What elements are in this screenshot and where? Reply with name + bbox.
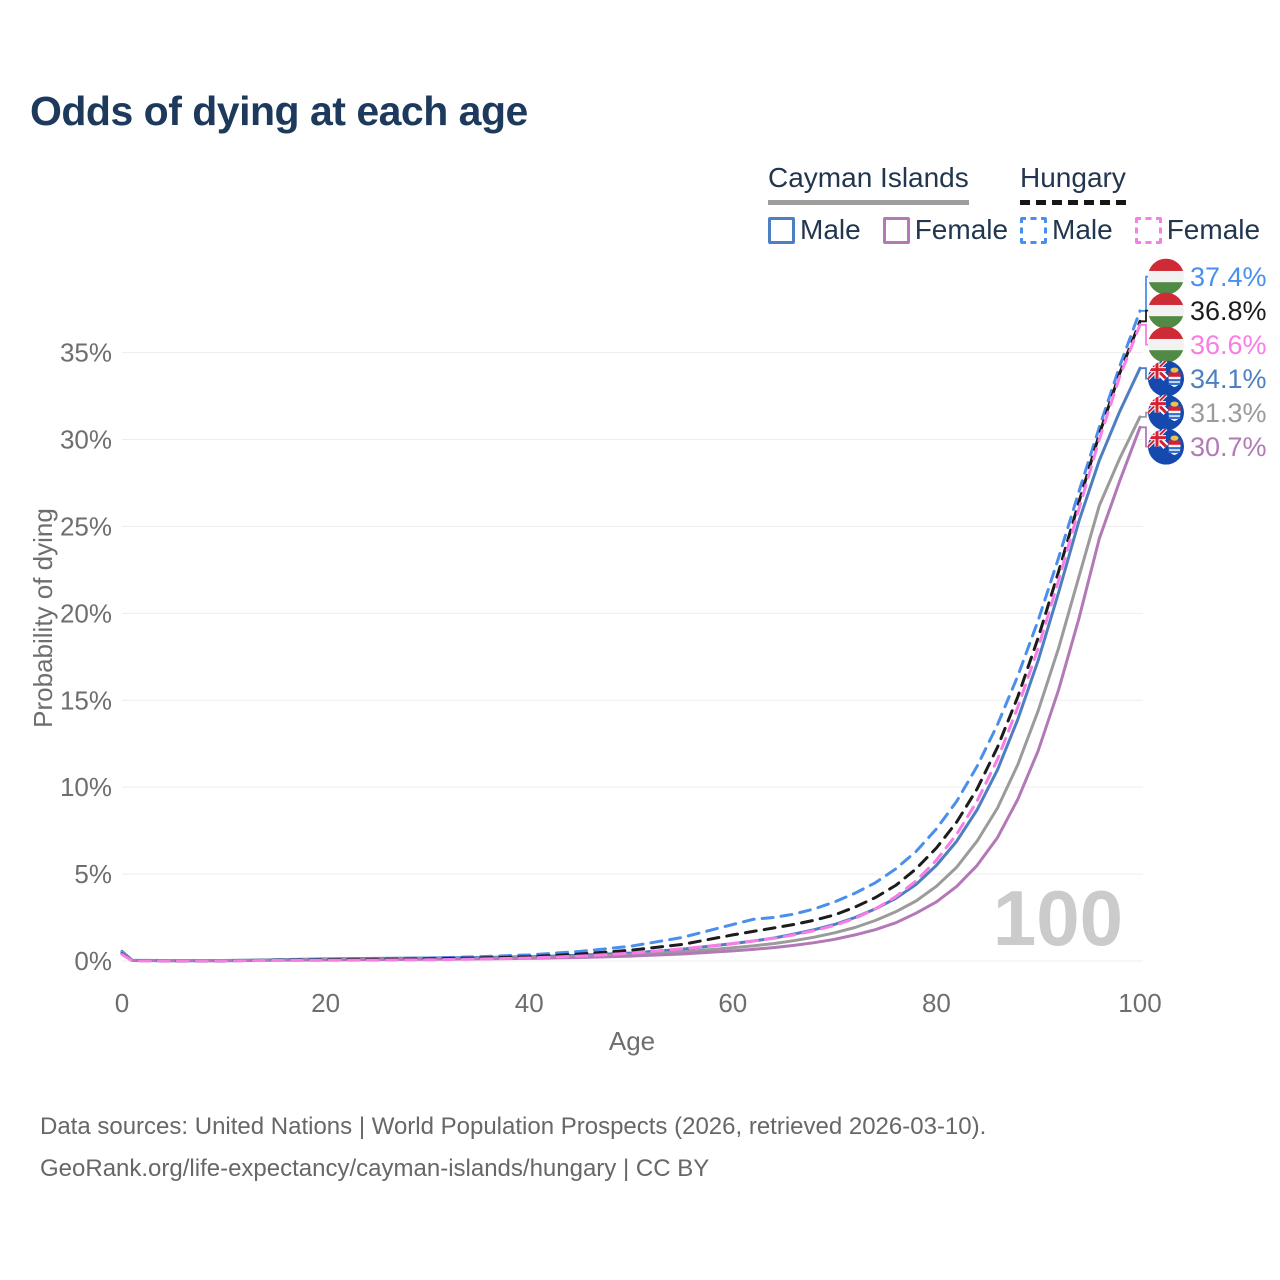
series-line-cayman-islands-female[interactable] [120,425,1142,963]
legend-group-cayman-islands: Cayman Islands Male Female [768,162,1008,246]
x-tick-40: 40 [515,988,544,1018]
y-tick-10: 10% [60,772,112,802]
label-connector [1140,426,1149,448]
page-title: Odds of dying at each age [30,88,528,134]
legend-item-label: Female [1166,214,1261,245]
line-swatch-hungary-female-icon [1134,216,1162,244]
y-tick-15: 15% [60,685,112,715]
legend-item-hungary-female[interactable]: Female [1134,214,1261,246]
x-tick-60: 60 [718,988,747,1018]
end-value-cayman-islands-male[interactable]: 34.1% [1190,364,1267,394]
legend-items-cayman-islands: Male Female [768,214,1008,246]
y-axis-title: Probability of dying [28,508,58,728]
end-value-hungary-male[interactable]: 37.4% [1190,262,1267,292]
series-line-cayman-islands-all[interactable] [120,415,1142,963]
legend-item-label: Female [914,214,1009,245]
legend-items-hungary: Male Female [1020,214,1260,246]
end-value-cayman-islands-all[interactable]: 31.3% [1190,398,1267,428]
source-url-line: GeoRank.org/life-expectancy/cayman-islan… [40,1155,710,1182]
line-swatch-hungary-male-icon [1020,216,1047,244]
series-line-hungary-male[interactable] [120,309,1142,963]
x-tick-100: 100 [1118,988,1161,1018]
legend-country-cayman-islands[interactable]: Cayman Islands [768,162,969,205]
label-connector [1140,309,1149,323]
legend-country-hungary[interactable]: Hungary [1020,162,1126,205]
series-end-labels: 37.4% 36.8% 36.6% 34.1% 31.3% 30.7% [1140,259,1267,465]
end-value-hungary-female[interactable]: 36.6% [1190,330,1267,360]
end-value-cayman-islands-female[interactable]: 30.7% [1190,432,1267,462]
data-sources-line: Data sources: United Nations | World Pop… [40,1113,987,1140]
label-connector [1140,411,1149,418]
legend-item-label: Male [1052,214,1113,245]
x-axis-tick-labels: 0 20 40 60 80 100 [115,988,1162,1018]
label-connector [1140,367,1149,380]
series-line-hungary-all[interactable] [120,319,1142,963]
x-axis-title: Age [609,1026,655,1056]
x-tick-80: 80 [922,988,951,1018]
x-tick-20: 20 [311,988,340,1018]
flag-ky-icon [1148,429,1184,465]
flag-ky-icon [1148,395,1184,431]
x-tick-0: 0 [115,988,129,1018]
legend-item-label: Male [800,214,861,245]
y-tick-30: 30% [60,425,112,455]
line-swatch-cayman-female-icon [882,216,910,244]
end-value-hungary-all[interactable]: 36.8% [1190,296,1267,326]
legend-item-cayman-male[interactable]: Male [768,214,861,246]
legend-item-cayman-female[interactable]: Female [882,214,1009,246]
line-swatch-cayman-male-icon [768,216,795,244]
y-tick-35: 35% [60,338,112,368]
y-tick-20: 20% [60,598,112,628]
series-line-cayman-islands-male[interactable] [120,366,1142,963]
y-tick-0: 0% [74,946,112,976]
flag-ky-icon [1148,361,1184,397]
y-axis-tick-labels: 0% 5% 10% 15% 20% 25% 30% 35% [60,338,112,976]
flag-hu-icon [1148,327,1184,363]
attribution: Data sources: United Nations | World Pop… [40,1106,986,1190]
series-line-hungary-female[interactable] [120,323,1142,963]
y-tick-25: 25% [60,511,112,541]
series-lines [120,309,1142,963]
flag-hu-icon [1148,293,1184,329]
flag-hu-icon [1148,259,1184,295]
legend-item-hungary-male[interactable]: Male [1020,214,1113,246]
label-connector [1140,275,1149,312]
gridlines [122,352,1143,962]
label-connector [1140,323,1149,346]
legend-group-hungary: Hungary Male Female [1020,162,1260,246]
y-tick-5: 5% [74,859,112,889]
hover-age-watermark: 100 [993,874,1123,962]
